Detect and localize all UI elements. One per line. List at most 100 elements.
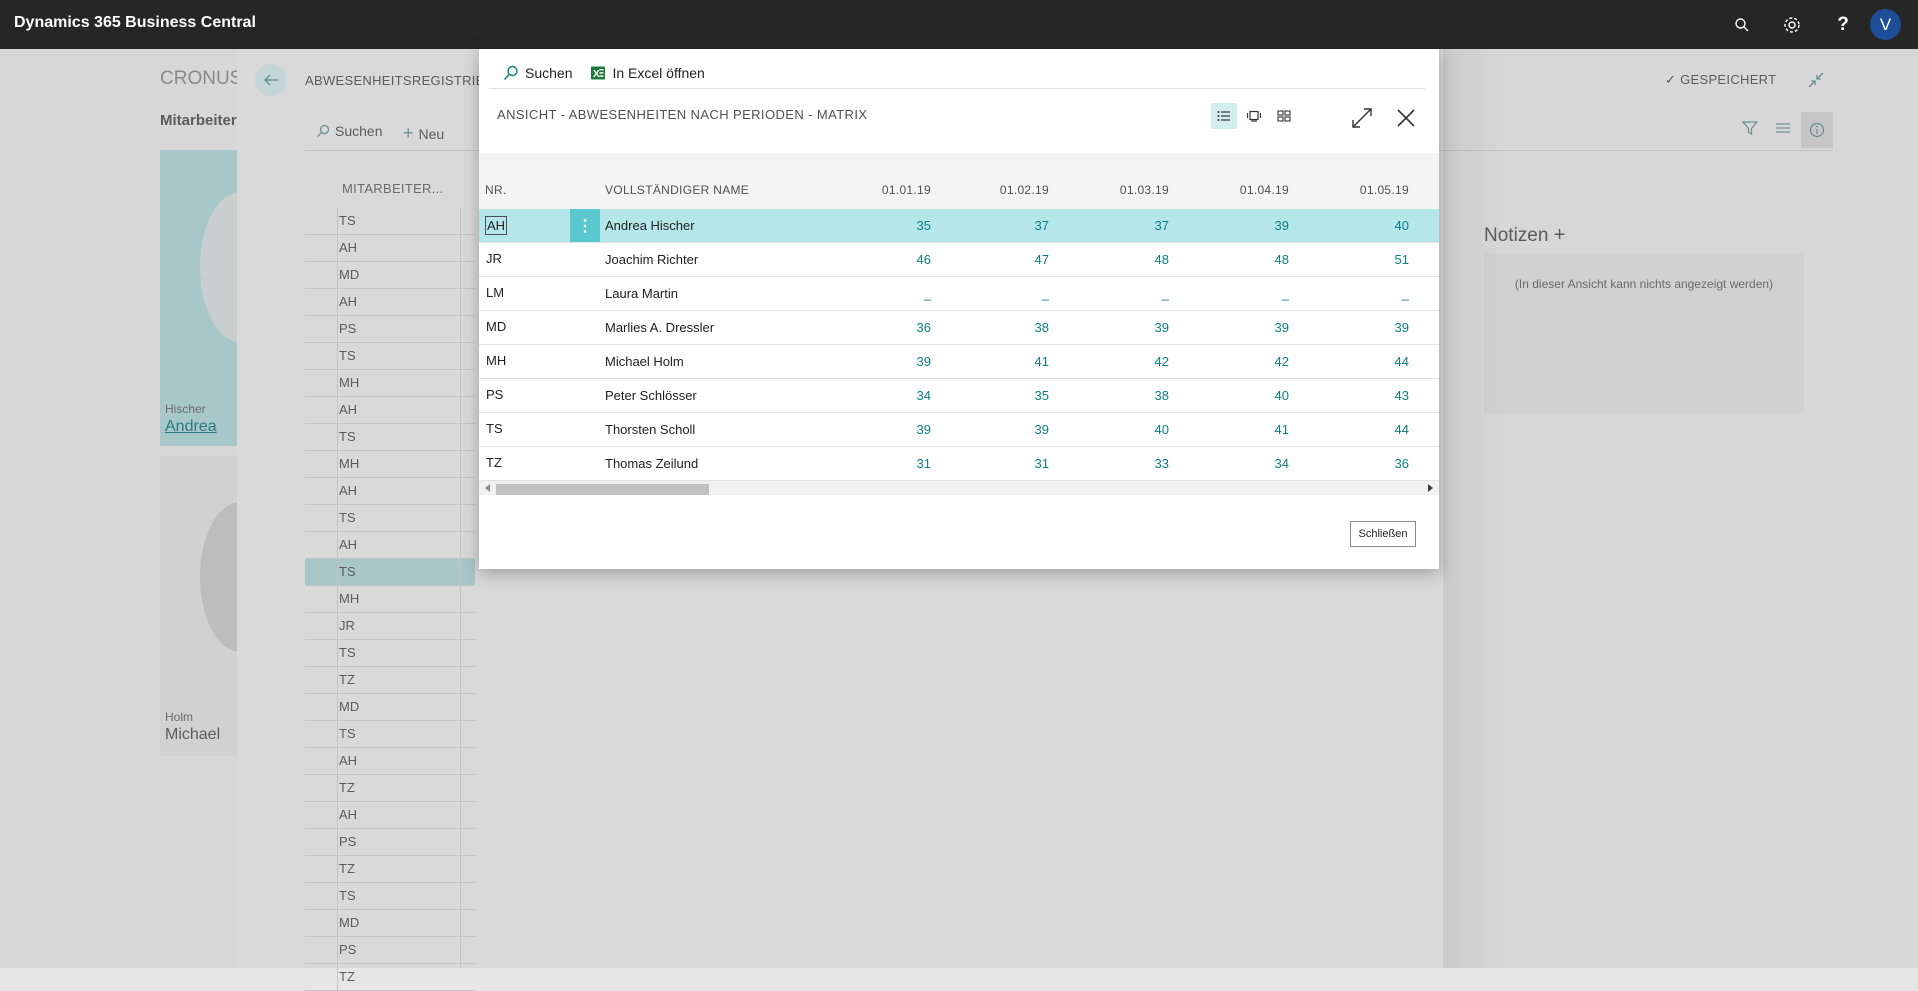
expand-icon[interactable]: [1351, 107, 1373, 129]
cell-period-value[interactable]: 39: [916, 422, 931, 437]
search-button[interactable]: Suchen: [503, 65, 572, 81]
cell-period-value[interactable]: 40: [1154, 422, 1169, 437]
column-header-period[interactable]: 01.04.19: [1239, 183, 1289, 197]
cell-period-value[interactable]: 43: [1394, 388, 1409, 403]
app-title[interactable]: Dynamics 365 Business Central: [14, 14, 256, 31]
avatar[interactable]: V: [1870, 9, 1901, 40]
help-icon[interactable]: ?: [1837, 14, 1849, 35]
cell-nr[interactable]: TZ: [486, 455, 502, 470]
employee-first-name: Michael: [165, 726, 221, 743]
scrollbar-thumb[interactable]: [496, 484, 709, 495]
row-actions-icon[interactable]: ⋮: [570, 209, 600, 242]
cell-period-value[interactable]: 36: [916, 320, 931, 335]
column-header-period[interactable]: 01.03.19: [1119, 183, 1169, 197]
column-header-period[interactable]: 01.05.19: [1359, 183, 1409, 197]
column-header-name[interactable]: VOLLSTÄNDIGER NAME: [605, 183, 750, 197]
cell-period-value[interactable]: 39: [1394, 320, 1409, 335]
dialog-action-bar: Suchen X In Excel öffnen: [503, 61, 723, 85]
cell-period-value[interactable]: 35: [916, 218, 931, 233]
cell-period-value[interactable]: 44: [1394, 354, 1409, 369]
employee-code: MD: [339, 915, 360, 930]
table-row[interactable]: AH ⋮ Andrea Hischer 35 37 37 39 40: [479, 209, 1439, 243]
cell-period-value[interactable]: _: [1281, 286, 1289, 301]
row-gutter: [305, 532, 338, 558]
cell-period-value[interactable]: 40: [1274, 388, 1289, 403]
cell-nr[interactable]: MD: [486, 319, 507, 334]
cell-period-value[interactable]: 31: [1034, 456, 1049, 471]
cell-period-value[interactable]: 46: [916, 252, 931, 267]
cell-period-value[interactable]: 34: [1274, 456, 1289, 471]
employee-code: MD: [339, 699, 360, 714]
employee-code: AH: [339, 294, 358, 309]
cell-period-value[interactable]: 39: [1274, 218, 1289, 233]
bg-search-button: Suchen: [316, 123, 382, 139]
cell-period-value[interactable]: 37: [1034, 218, 1049, 233]
table-row[interactable]: MH Michael Holm 39 41 42 42 44: [479, 345, 1439, 379]
table-row[interactable]: LM Laura Martin _ _ _ _ _: [479, 277, 1439, 311]
list-view-icon[interactable]: [1211, 103, 1237, 129]
table-row[interactable]: TS Thorsten Scholl 39 39 40 41 44: [479, 413, 1439, 447]
plus-icon: +: [403, 123, 414, 143]
table-row[interactable]: MD Marlies A. Dressler 36 38 39 39 39: [479, 311, 1439, 345]
cell-period-value[interactable]: _: [1161, 286, 1169, 301]
cell-period-value[interactable]: 35: [1034, 388, 1049, 403]
tile-view-icon[interactable]: [1271, 103, 1297, 129]
cell-period-value[interactable]: 38: [1154, 388, 1169, 403]
gear-icon[interactable]: [1779, 12, 1805, 38]
employee-code: MH: [339, 375, 360, 390]
cell-period-value[interactable]: 48: [1274, 252, 1289, 267]
cell-period-value[interactable]: 44: [1394, 422, 1409, 437]
cell-period-value[interactable]: 48: [1154, 252, 1169, 267]
cell-period-value[interactable]: 42: [1274, 354, 1289, 369]
cell-period-value[interactable]: _: [923, 286, 931, 301]
column-header-period[interactable]: 01.01.19: [881, 183, 931, 197]
cell-period-value[interactable]: 40: [1394, 218, 1409, 233]
close-icon[interactable]: [1396, 108, 1416, 128]
open-in-excel-button[interactable]: X In Excel öffnen: [590, 65, 705, 81]
cell-period-value[interactable]: 39: [1274, 320, 1289, 335]
table-row[interactable]: TZ Thomas Zeilund 31 31 33 34 36: [479, 447, 1439, 481]
cell-period-value[interactable]: 34: [916, 388, 931, 403]
cell-period-value[interactable]: 38: [1034, 320, 1049, 335]
cell-nr[interactable]: LM: [486, 285, 505, 300]
cell-nr[interactable]: PS: [486, 387, 504, 402]
notes-empty-text: (In dieser Ansicht kann nichts angezeigt…: [1514, 277, 1774, 291]
cell-period-value[interactable]: 39: [1034, 422, 1049, 437]
close-button[interactable]: Schließen: [1350, 521, 1416, 547]
row-gutter: [305, 640, 338, 666]
column-header-period[interactable]: 01.02.19: [999, 183, 1049, 197]
cell-period-value[interactable]: 51: [1394, 252, 1409, 267]
cell-period-value[interactable]: 39: [916, 354, 931, 369]
list-item: MD: [305, 910, 475, 937]
search-label: Suchen: [525, 65, 573, 81]
list-item: TS: [305, 505, 475, 532]
cell-period-value[interactable]: 41: [1034, 354, 1049, 369]
cell-period-value[interactable]: 37: [1154, 218, 1169, 233]
scroll-left-icon[interactable]: [485, 484, 490, 492]
employee-code: AH: [339, 537, 358, 552]
cell-nr[interactable]: JR: [486, 251, 502, 266]
cell-period-value[interactable]: 42: [1154, 354, 1169, 369]
cell-period-value[interactable]: 47: [1034, 252, 1049, 267]
cell-nr[interactable]: TS: [486, 421, 503, 436]
scroll-right-icon[interactable]: [1428, 484, 1433, 492]
row-gutter: [305, 235, 338, 261]
list-item: TS: [305, 721, 475, 748]
employee-code: AH: [339, 240, 358, 255]
cell-period-value[interactable]: 39: [1154, 320, 1169, 335]
table-row[interactable]: JR Joachim Richter 46 47 48 48 51: [479, 243, 1439, 277]
cell-nr[interactable]: MH: [486, 353, 507, 368]
cell-period-value[interactable]: 33: [1154, 456, 1169, 471]
horizontal-scrollbar[interactable]: [479, 481, 1439, 495]
table-row[interactable]: PS Peter Schlösser 34 35 38 40 43: [479, 379, 1439, 413]
cell-period-value[interactable]: 31: [916, 456, 931, 471]
cell-period-value[interactable]: 36: [1394, 456, 1409, 471]
column-header-nr[interactable]: NR.: [485, 183, 507, 197]
card-view-icon[interactable]: [1241, 103, 1267, 129]
cell-period-value[interactable]: _: [1401, 286, 1409, 301]
cell-period-value[interactable]: _: [1041, 286, 1049, 301]
employee-first-name: Andrea: [165, 418, 217, 435]
cell-nr[interactable]: AH: [485, 216, 508, 235]
cell-period-value[interactable]: 41: [1274, 422, 1289, 437]
search-icon[interactable]: [1729, 12, 1755, 38]
